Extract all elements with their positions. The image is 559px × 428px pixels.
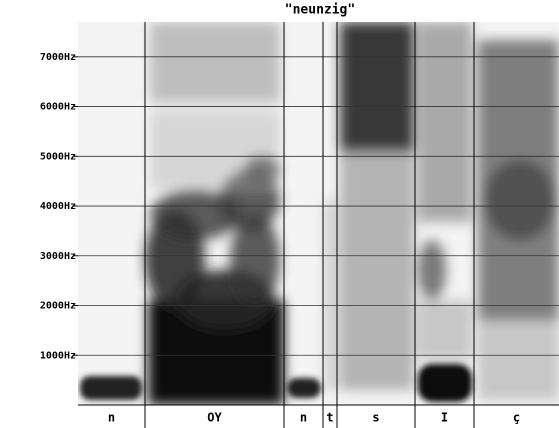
segment-label: s	[372, 411, 379, 425]
chart-title: "neunzig"	[285, 3, 355, 18]
segment-label: ç	[513, 411, 520, 425]
y-tick-label: 4000Hz	[40, 201, 76, 212]
y-tick-label: 1000Hz	[40, 350, 76, 361]
y-tick-label: 2000Hz	[40, 301, 76, 312]
segment-label: OY	[207, 411, 222, 425]
y-tick-label: 6000Hz	[40, 102, 76, 113]
y-tick-label: 7000Hz	[40, 52, 76, 63]
segment-label: n	[300, 411, 307, 425]
spectrogram-image	[80, 22, 559, 405]
y-tick-label: 5000Hz	[40, 151, 76, 162]
segment-label: t	[326, 411, 333, 425]
segment-label: I	[441, 411, 448, 425]
y-tick-label: 3000Hz	[40, 251, 76, 262]
segment-label: n	[108, 411, 115, 425]
